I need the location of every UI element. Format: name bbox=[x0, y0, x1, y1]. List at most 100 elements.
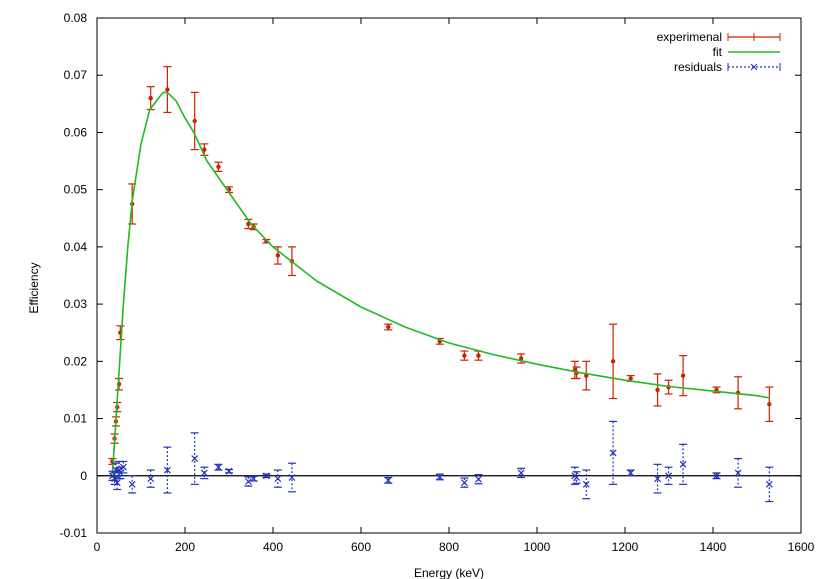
experimental-marker bbox=[148, 95, 153, 101]
residual-marker-b bbox=[147, 475, 155, 483]
legend-entry-residuals: residuals bbox=[674, 60, 781, 74]
residual-point bbox=[765, 466, 774, 503]
x-tick-label: 1600 bbox=[788, 540, 815, 554]
y-tick-label: 0.08 bbox=[64, 11, 88, 25]
experimental-marker bbox=[275, 253, 281, 258]
experimental-point bbox=[582, 360, 591, 391]
residual-marker-b bbox=[191, 455, 199, 463]
residual-marker-b bbox=[115, 466, 123, 474]
experimental-marker bbox=[610, 359, 616, 364]
residual-point bbox=[287, 462, 296, 493]
series-residuals bbox=[108, 420, 774, 503]
residual-marker-b bbox=[713, 472, 720, 480]
residual-point bbox=[225, 467, 233, 475]
residual-point bbox=[626, 469, 635, 477]
residual-point bbox=[460, 477, 469, 488]
residual-point bbox=[190, 432, 199, 485]
residual-marker-b bbox=[460, 479, 468, 487]
experimental-marker bbox=[655, 387, 660, 393]
residual-marker-b bbox=[113, 479, 121, 487]
residual-marker-b bbox=[582, 480, 590, 488]
legend-swatch-x-b bbox=[750, 63, 758, 71]
residual-point bbox=[273, 469, 282, 488]
experimental-point bbox=[214, 161, 223, 172]
residual-point bbox=[664, 466, 673, 485]
y-tick-label: 0.04 bbox=[64, 240, 88, 254]
residual-point bbox=[517, 467, 526, 479]
experimental-point bbox=[570, 360, 579, 380]
residual-marker-b bbox=[250, 475, 258, 483]
residual-point bbox=[734, 458, 743, 488]
x-tick-label: 400 bbox=[263, 540, 283, 554]
experimental-point bbox=[653, 373, 662, 407]
residual-marker-b bbox=[262, 472, 270, 480]
experimental-marker bbox=[518, 356, 524, 361]
residual-marker-b bbox=[244, 478, 252, 485]
residual-point bbox=[582, 469, 591, 500]
residual-marker-b bbox=[627, 469, 635, 477]
residual-point bbox=[572, 471, 581, 484]
x-tick-label: 800 bbox=[439, 540, 459, 554]
series-fit bbox=[111, 91, 771, 473]
x-tick-label: 200 bbox=[175, 540, 195, 554]
y-tick-label: 0.07 bbox=[64, 68, 88, 82]
residual-marker-b bbox=[128, 480, 136, 488]
residual-point bbox=[146, 469, 155, 488]
residual-marker-b bbox=[436, 473, 444, 481]
residual-marker-b bbox=[665, 472, 672, 480]
residual-point bbox=[262, 472, 271, 480]
y-tick-label: -0.01 bbox=[60, 526, 88, 540]
experimental-point bbox=[146, 86, 155, 111]
residual-point bbox=[712, 472, 721, 480]
experimental-point bbox=[474, 350, 483, 361]
experimental-marker bbox=[216, 164, 221, 169]
residual-marker-b bbox=[119, 463, 127, 471]
experimental-point bbox=[609, 323, 618, 400]
plot-frame bbox=[96, 17, 802, 534]
experimental-marker bbox=[767, 402, 772, 407]
experimental-point bbox=[163, 66, 172, 114]
residual-marker-b bbox=[609, 449, 617, 457]
residual-point bbox=[249, 475, 258, 483]
experimental-marker bbox=[192, 118, 197, 124]
y-tick-label: 0.03 bbox=[64, 297, 88, 311]
experimental-marker bbox=[386, 324, 391, 330]
residual-marker-b bbox=[517, 469, 525, 477]
experimental-point bbox=[460, 350, 469, 361]
residual-point bbox=[128, 475, 137, 494]
residual-marker-b bbox=[384, 476, 392, 484]
residual-marker-b bbox=[475, 475, 482, 483]
legend-entry-experimenal: experimenal bbox=[657, 30, 781, 44]
residual-marker-b bbox=[163, 466, 171, 474]
experimental-marker bbox=[680, 373, 686, 378]
legend-label: experimenal bbox=[657, 30, 722, 44]
x-tick-label: 1000 bbox=[524, 540, 551, 554]
experimental-point bbox=[116, 325, 125, 341]
residual-marker-b bbox=[573, 474, 581, 481]
residual-marker-b bbox=[274, 475, 282, 483]
residual-point bbox=[119, 460, 128, 474]
residual-point bbox=[214, 463, 223, 471]
x-axis-label: Energy (keV) bbox=[414, 566, 484, 579]
x-tick-label: 0 bbox=[94, 540, 101, 554]
experimental-marker bbox=[476, 353, 481, 358]
legend-label: residuals bbox=[674, 60, 722, 74]
y-tick-label: 0.01 bbox=[64, 412, 88, 426]
y-tick-label: 0.05 bbox=[64, 183, 88, 197]
residual-point bbox=[163, 446, 172, 494]
x-tick-label: 600 bbox=[351, 540, 371, 554]
residual-marker-b bbox=[215, 463, 222, 471]
residual-marker-b bbox=[679, 460, 687, 468]
residual-marker-b bbox=[654, 475, 661, 483]
experimental-marker bbox=[462, 353, 467, 358]
residual-marker-b bbox=[288, 474, 296, 481]
residual-point bbox=[653, 463, 662, 494]
fit-curve bbox=[111, 91, 771, 473]
x-tick-label: 1400 bbox=[700, 540, 727, 554]
residual-point bbox=[609, 420, 618, 485]
experimental-point bbox=[765, 386, 774, 423]
residual-point bbox=[200, 466, 209, 480]
residual-point bbox=[679, 443, 688, 485]
experimental-marker bbox=[628, 376, 633, 381]
